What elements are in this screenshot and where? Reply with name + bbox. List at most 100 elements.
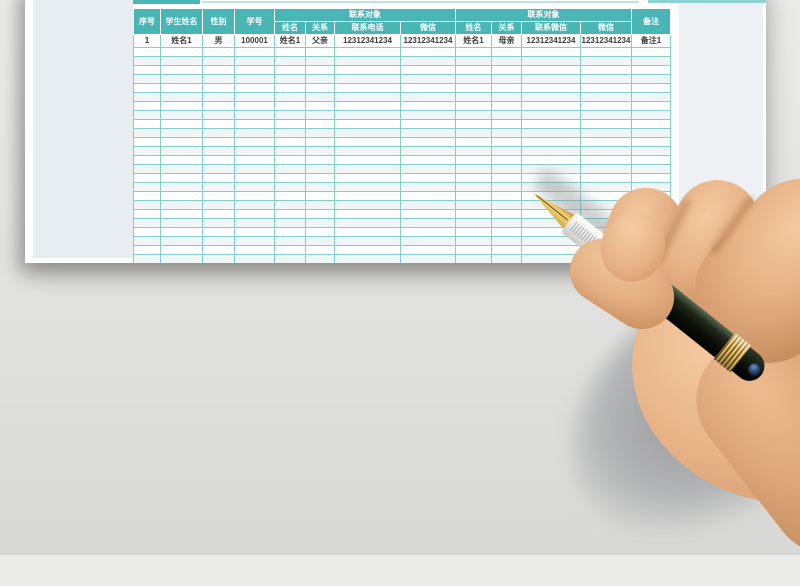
empty-cell[interactable]	[580, 182, 632, 192]
table-cell[interactable]: 备注1	[631, 34, 671, 48]
empty-cell[interactable]	[202, 128, 235, 138]
empty-cell[interactable]	[334, 146, 401, 156]
empty-cell[interactable]	[455, 92, 492, 102]
empty-cell[interactable]	[521, 245, 581, 255]
empty-cell[interactable]	[160, 128, 203, 138]
empty-cell[interactable]	[491, 119, 522, 129]
empty-cell[interactable]	[202, 200, 235, 210]
empty-cell[interactable]	[491, 155, 522, 165]
empty-cell[interactable]	[580, 65, 632, 75]
empty-cell[interactable]	[400, 146, 456, 156]
empty-cell[interactable]	[400, 65, 456, 75]
empty-cell[interactable]	[133, 146, 161, 156]
table-cell[interactable]: 100001	[234, 34, 275, 48]
empty-cell[interactable]	[234, 182, 275, 192]
empty-cell[interactable]	[334, 74, 401, 84]
empty-cell[interactable]	[305, 245, 335, 255]
empty-cell[interactable]	[631, 119, 671, 129]
empty-cell[interactable]	[400, 182, 456, 192]
empty-cell[interactable]	[202, 101, 235, 111]
empty-cell[interactable]	[234, 83, 275, 93]
empty-cell[interactable]	[160, 173, 203, 183]
empty-cell[interactable]	[234, 218, 275, 228]
empty-cell[interactable]	[305, 209, 335, 219]
empty-cell[interactable]	[455, 182, 492, 192]
empty-cell[interactable]	[160, 119, 203, 129]
empty-cell[interactable]	[521, 74, 581, 84]
empty-cell[interactable]	[334, 200, 401, 210]
empty-cell[interactable]	[400, 74, 456, 84]
empty-cell[interactable]	[234, 254, 275, 263]
empty-cell[interactable]	[521, 101, 581, 111]
empty-cell[interactable]	[491, 173, 522, 183]
empty-cell[interactable]	[202, 245, 235, 255]
empty-cell[interactable]	[334, 182, 401, 192]
empty-cell[interactable]	[160, 137, 203, 147]
empty-cell[interactable]	[631, 101, 671, 111]
empty-cell[interactable]	[234, 47, 275, 57]
empty-cell[interactable]	[160, 236, 203, 246]
empty-cell[interactable]	[202, 254, 235, 263]
empty-cell[interactable]	[305, 254, 335, 263]
empty-cell[interactable]	[334, 128, 401, 138]
table-cell[interactable]: 12312341234	[400, 34, 456, 48]
empty-cell[interactable]	[334, 65, 401, 75]
empty-cell[interactable]	[631, 137, 671, 147]
empty-cell[interactable]	[400, 191, 456, 201]
empty-cell[interactable]	[631, 47, 671, 57]
empty-cell[interactable]	[160, 164, 203, 174]
empty-cell[interactable]	[202, 137, 235, 147]
empty-cell[interactable]	[133, 191, 161, 201]
empty-cell[interactable]	[133, 137, 161, 147]
empty-cell[interactable]	[491, 182, 522, 192]
empty-cell[interactable]	[491, 209, 522, 219]
empty-cell[interactable]	[234, 128, 275, 138]
empty-cell[interactable]	[521, 92, 581, 102]
empty-cell[interactable]	[160, 200, 203, 210]
empty-cell[interactable]	[580, 56, 632, 66]
empty-cell[interactable]	[491, 65, 522, 75]
empty-cell[interactable]	[160, 47, 203, 57]
empty-cell[interactable]	[334, 209, 401, 219]
empty-cell[interactable]	[455, 164, 492, 174]
empty-cell[interactable]	[631, 155, 671, 165]
empty-cell[interactable]	[202, 146, 235, 156]
empty-cell[interactable]	[521, 47, 581, 57]
empty-cell[interactable]	[334, 137, 401, 147]
empty-cell[interactable]	[491, 56, 522, 66]
empty-cell[interactable]	[334, 236, 401, 246]
empty-cell[interactable]	[580, 155, 632, 165]
empty-cell[interactable]	[580, 92, 632, 102]
empty-cell[interactable]	[580, 173, 632, 183]
empty-cell[interactable]	[400, 164, 456, 174]
empty-cell[interactable]	[521, 65, 581, 75]
table-cell[interactable]: 1	[133, 34, 161, 48]
empty-cell[interactable]	[334, 191, 401, 201]
empty-cell[interactable]	[274, 191, 306, 201]
empty-cell[interactable]	[160, 191, 203, 201]
empty-cell[interactable]	[305, 200, 335, 210]
empty-cell[interactable]	[455, 173, 492, 183]
empty-cell[interactable]	[580, 83, 632, 93]
empty-cell[interactable]	[160, 245, 203, 255]
empty-cell[interactable]	[455, 227, 492, 237]
empty-cell[interactable]	[521, 119, 581, 129]
empty-cell[interactable]	[491, 137, 522, 147]
empty-cell[interactable]	[334, 218, 401, 228]
empty-cell[interactable]	[274, 254, 306, 263]
table-cell[interactable]: 12312341234	[580, 34, 632, 48]
empty-cell[interactable]	[274, 119, 306, 129]
table-cell[interactable]: 父亲	[305, 34, 335, 48]
empty-cell[interactable]	[234, 101, 275, 111]
empty-cell[interactable]	[491, 200, 522, 210]
empty-cell[interactable]	[160, 110, 203, 120]
empty-cell[interactable]	[133, 182, 161, 192]
empty-cell[interactable]	[202, 110, 235, 120]
empty-cell[interactable]	[274, 245, 306, 255]
empty-cell[interactable]	[160, 146, 203, 156]
empty-cell[interactable]	[400, 128, 456, 138]
empty-cell[interactable]	[631, 173, 671, 183]
empty-cell[interactable]	[160, 254, 203, 263]
empty-cell[interactable]	[202, 74, 235, 84]
empty-cell[interactable]	[334, 164, 401, 174]
